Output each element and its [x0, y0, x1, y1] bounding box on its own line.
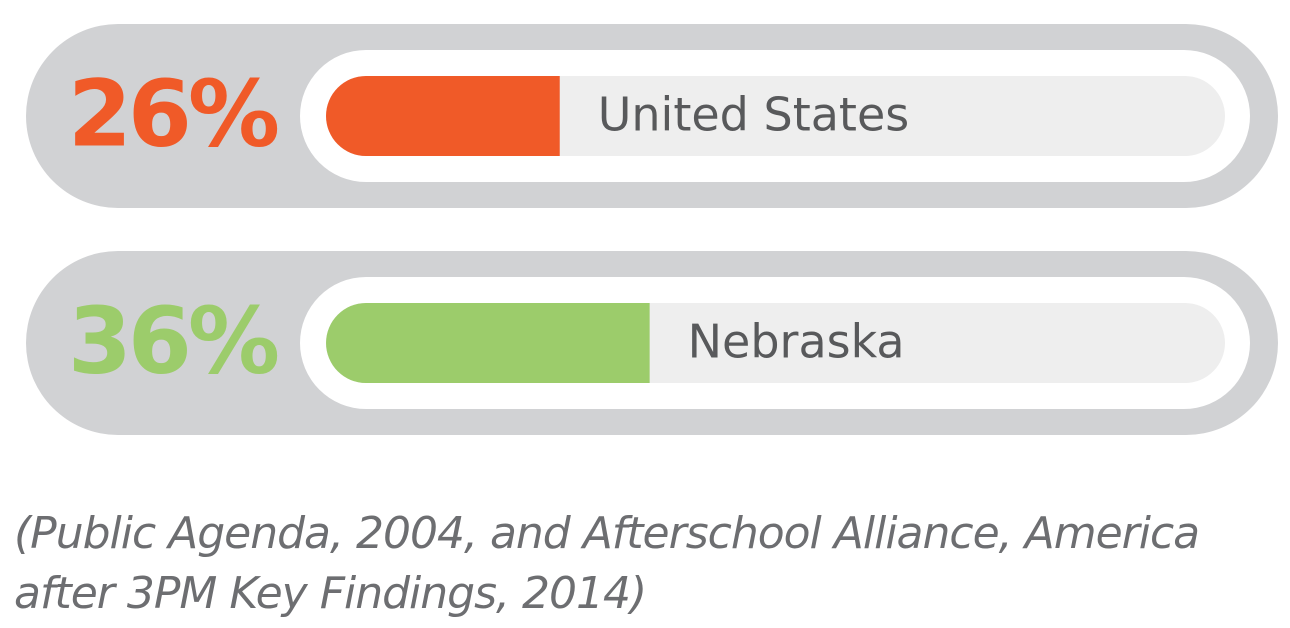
category-label: United States: [598, 88, 910, 142]
category-label: Nebraska: [688, 315, 905, 369]
source-note: (Public Agenda, 2004, and Afterschool Al…: [14, 508, 1200, 619]
bar: [326, 303, 650, 383]
value-label: 26%: [68, 60, 278, 167]
chart: 26% United States 36% Nebraska: [26, 24, 1278, 435]
bar: [326, 76, 560, 156]
value-label: 36%: [68, 287, 278, 394]
